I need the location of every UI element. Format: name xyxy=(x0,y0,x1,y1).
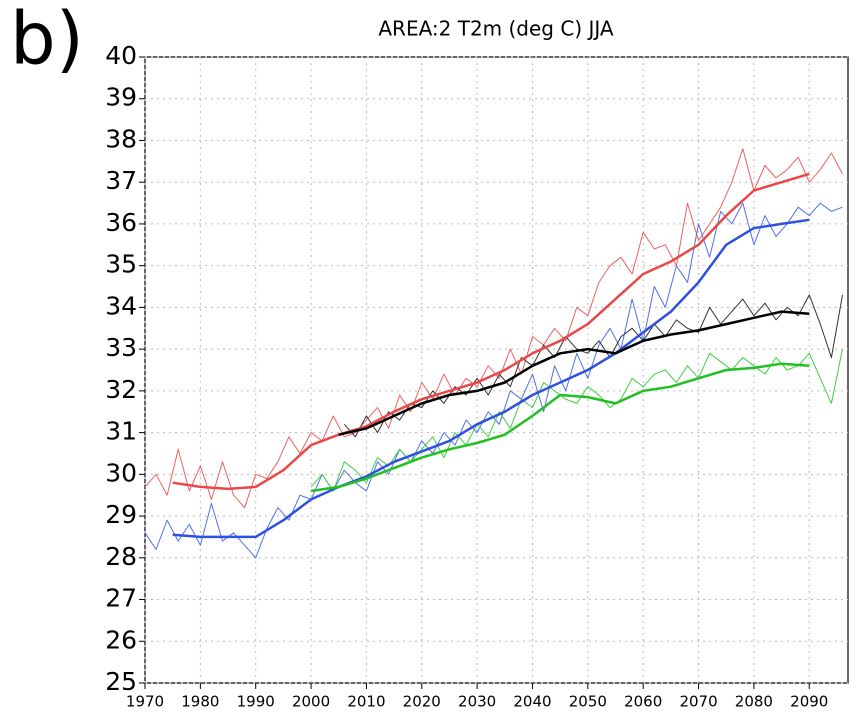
y-tick-label: 34 xyxy=(105,291,137,320)
series-line xyxy=(310,362,810,493)
y-tick-label: 28 xyxy=(105,542,137,571)
series-line xyxy=(144,202,843,559)
y-tick-label: 31 xyxy=(105,417,137,446)
series-line xyxy=(310,348,843,492)
x-tick-label: 2040 xyxy=(513,693,551,711)
panel-label: b) xyxy=(10,0,84,81)
x-tick-label: 2050 xyxy=(569,693,607,711)
x-tick-label: 2090 xyxy=(790,693,828,711)
series-line xyxy=(172,172,810,491)
x-tick-label: 1990 xyxy=(237,693,275,711)
x-tick-label: 2030 xyxy=(458,693,496,711)
x-tick-label: 2010 xyxy=(347,693,385,711)
x-tick-label: 2080 xyxy=(735,693,773,711)
series-line xyxy=(343,294,843,438)
y-tick-label: 29 xyxy=(105,500,137,529)
y-tick-label: 36 xyxy=(105,208,137,237)
y-tick-label: 32 xyxy=(105,375,137,404)
x-tick-label: 2060 xyxy=(624,693,662,711)
x-tick-label: 2000 xyxy=(292,693,330,711)
y-tick-label: 39 xyxy=(105,83,137,112)
y-tick-label: 30 xyxy=(105,458,137,487)
series-line xyxy=(338,310,810,436)
series-line xyxy=(172,218,810,539)
y-tick-label: 37 xyxy=(105,166,137,195)
chart-title: AREA:2 T2m (deg C) JJA xyxy=(378,17,614,41)
y-tick-label: 26 xyxy=(105,625,137,654)
y-tick-label: 40 xyxy=(105,41,137,70)
x-tick-label: 1980 xyxy=(181,693,219,711)
y-tick-label: 27 xyxy=(105,584,137,613)
y-tick-label: 38 xyxy=(105,124,137,153)
y-tick-label: 25 xyxy=(105,667,137,696)
series-line xyxy=(144,148,843,509)
x-tick-label: 2020 xyxy=(403,693,441,711)
y-tick-label: 35 xyxy=(105,250,137,279)
x-tick-label: 2070 xyxy=(679,693,717,711)
x-tick-label: 1970 xyxy=(126,693,164,711)
y-tick-label: 33 xyxy=(105,333,137,362)
